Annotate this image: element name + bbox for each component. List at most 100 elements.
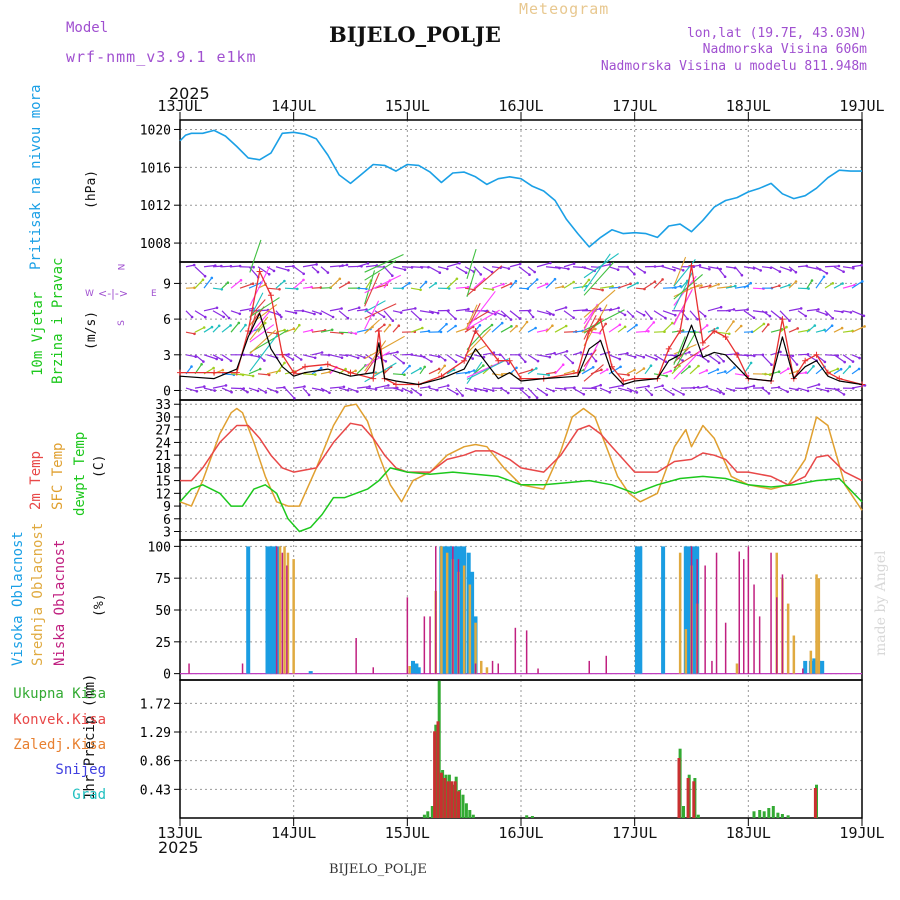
low-cloud-bar (525, 630, 528, 674)
wind-arrowhead (567, 267, 570, 271)
wind-arrowhead (366, 262, 370, 265)
gust-arrow (249, 311, 270, 336)
y-tick-label: 33 (155, 398, 171, 413)
wind-arrowhead (357, 306, 361, 310)
wind-arrowhead (698, 264, 702, 267)
wind-arrowhead (467, 307, 470, 311)
wind-arrow (239, 283, 254, 289)
wind-arrowhead (688, 351, 691, 354)
wind-arrow (257, 373, 270, 376)
x-tick-label-bottom: 18JUL (726, 824, 771, 842)
gust-marker (177, 369, 183, 376)
wind-arrowhead (552, 389, 555, 393)
wind-arrowhead (436, 388, 439, 392)
wind-arrow (698, 310, 706, 317)
wind-arrowhead (384, 360, 388, 363)
wind-arrow (743, 266, 755, 269)
wind-arrow (248, 282, 262, 289)
wind-arrowhead (647, 330, 650, 333)
wind-arrow (383, 310, 394, 322)
wind-arrowhead (283, 361, 286, 365)
low-cloud-bar (474, 663, 477, 674)
wind-arrow (212, 287, 222, 290)
wind-arrow (383, 351, 398, 356)
wind-arrowhead (664, 360, 668, 364)
wind-arrowhead (618, 323, 622, 327)
gust-marker (370, 375, 377, 382)
wind-arrow (464, 326, 474, 333)
wind-arrow (653, 385, 663, 389)
wind-arrowhead (478, 324, 482, 327)
wind-arrow (806, 266, 821, 271)
gust-arrow (364, 319, 381, 334)
wind-arrowhead (226, 281, 230, 285)
wind-arrow (599, 387, 611, 393)
wind-arrow (536, 354, 550, 358)
wind-arrowhead (443, 358, 447, 362)
wind-arrow (221, 265, 231, 268)
y-tick-label: 6 (163, 513, 171, 528)
wind-arrow (770, 386, 780, 389)
wind-arrowhead (564, 306, 568, 309)
mid-cloud-bar (445, 552, 449, 674)
x-tick-label-bottom: 17JUL (612, 824, 657, 842)
wind-arrow (266, 266, 275, 272)
wind-arrow (545, 371, 556, 375)
wind-arrow (662, 266, 675, 271)
total-precip-bar (762, 811, 766, 818)
wind-arrowhead (525, 320, 529, 324)
wind-arrowhead (825, 313, 828, 316)
wind-arrow (779, 310, 790, 322)
high-cloud-bar (803, 660, 808, 674)
wind-arrowhead (396, 350, 399, 354)
high-cloud-bar (441, 546, 446, 674)
wind-arrow (725, 266, 735, 269)
gust-arrow (364, 351, 391, 367)
high-cloud-bar (265, 546, 270, 674)
wind-arrowhead (272, 269, 276, 273)
wind-arrowhead (229, 359, 233, 363)
wind-arrow (779, 326, 787, 333)
gust-arrow (673, 347, 690, 364)
wind-arrowhead (653, 280, 657, 284)
wind-arrow (590, 287, 603, 291)
wind-arrowhead (229, 324, 232, 327)
wind-arrowhead (626, 352, 629, 355)
wind-arrowhead (391, 274, 394, 278)
wind-arrow (644, 365, 652, 375)
wind-arrow (221, 324, 231, 333)
y-tick-label: 30 (155, 411, 171, 426)
wind-arrow (626, 354, 636, 358)
wind-arrow (572, 351, 581, 356)
mid-cloud-bar (292, 559, 295, 674)
wind-arrow (806, 365, 814, 375)
wind-arrow (662, 387, 674, 396)
wind-arrow (410, 310, 421, 321)
gust-arrow (466, 328, 491, 354)
wind-arrow (473, 365, 484, 375)
temp-2m-line (180, 422, 863, 486)
wind-arrowhead (346, 316, 350, 320)
wind-arrow (797, 310, 807, 317)
gust-marker (392, 381, 399, 388)
wind-arrow (455, 308, 469, 312)
wind-arrow (293, 385, 305, 389)
wind-arrowhead (482, 355, 486, 359)
wind-arrow (446, 278, 458, 289)
wind-arrowhead (220, 358, 224, 362)
wind-arrowhead (647, 384, 650, 388)
wind-arrow (680, 310, 689, 320)
wind-arrow (716, 387, 725, 395)
wind-arrowhead (400, 389, 404, 392)
total-precip-bar (780, 814, 784, 818)
gust-arrow (673, 343, 697, 355)
convective-precip-bar (677, 758, 681, 818)
wind-arrowhead (579, 351, 583, 354)
wind-arrow (257, 322, 266, 333)
wind-arrowhead (192, 263, 196, 267)
wind-arrow (212, 310, 224, 318)
wind-arrowhead (347, 281, 351, 284)
wind-arrowhead (239, 278, 243, 282)
wind-arrowhead (342, 385, 346, 389)
wind-arrowhead (345, 263, 349, 267)
